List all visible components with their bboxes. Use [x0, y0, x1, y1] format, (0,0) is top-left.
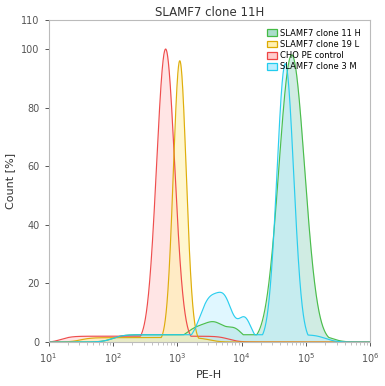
- Y-axis label: Count [%]: Count [%]: [5, 153, 15, 209]
- X-axis label: PE-H: PE-H: [196, 371, 223, 381]
- Legend: SLAMF7 clone 11 H, SLAMF7 clone 19 L, CHO PE control, SLAMF7 clone 3 M: SLAMF7 clone 11 H, SLAMF7 clone 19 L, CH…: [265, 27, 363, 73]
- Title: SLAMF7 clone 11H: SLAMF7 clone 11H: [155, 5, 264, 19]
